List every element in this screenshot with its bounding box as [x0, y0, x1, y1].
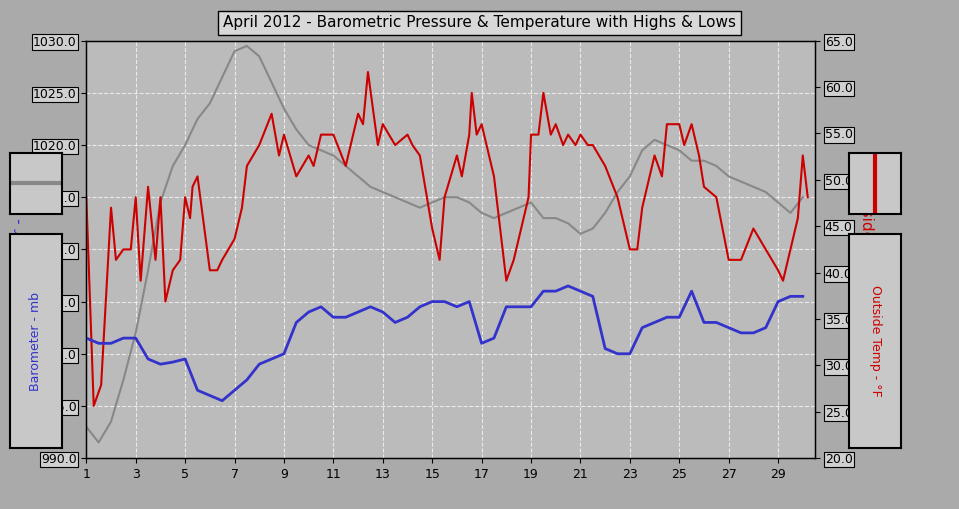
Text: April 2012 - Barometric Pressure & Temperature with Highs & Lows: April 2012 - Barometric Pressure & Tempe… [223, 15, 736, 30]
Y-axis label: Outside Temp - °F: Outside Temp - °F [858, 181, 874, 318]
Y-axis label: Barometer - mb: Barometer - mb [12, 189, 27, 310]
Text: Outside Temp - °F: Outside Temp - °F [869, 285, 881, 397]
Text: Barometer - mb: Barometer - mb [30, 292, 42, 390]
